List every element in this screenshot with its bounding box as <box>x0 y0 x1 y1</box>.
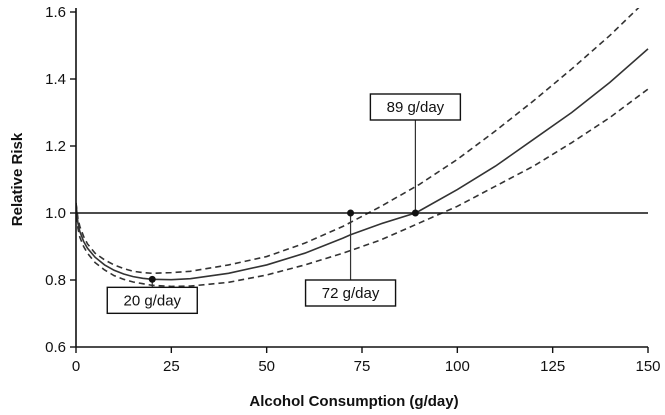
x-tick-label: 125 <box>540 358 565 375</box>
data-point-marker <box>347 209 355 217</box>
y-tick-label: 0.8 <box>45 272 66 289</box>
y-tick-label: 1.4 <box>45 71 66 88</box>
annotation-label: 20 g/day <box>123 292 181 309</box>
x-tick-label: 150 <box>635 358 660 375</box>
y-tick-label: 1.2 <box>45 138 66 155</box>
x-axis-title: Alcohol Consumption (g/day) <box>249 393 458 410</box>
y-axis-title: Relative Risk <box>9 132 26 226</box>
annotation-box <box>106 286 198 315</box>
y-tick-label: 1.0 <box>45 205 66 222</box>
confidence-band-line-1 <box>76 8 640 275</box>
x-tick-label: 50 <box>258 358 275 375</box>
x-tick-label: 25 <box>163 358 180 375</box>
confidence-band-line-2 <box>76 88 649 288</box>
annotation-label: 72 g/day <box>322 285 380 302</box>
annotation-box <box>369 93 462 121</box>
risk-curve-line <box>76 48 649 281</box>
x-tick-label: 0 <box>72 358 80 375</box>
x-tick-label: 100 <box>445 358 470 375</box>
annotation-box <box>304 279 397 307</box>
data-point-marker <box>148 275 156 283</box>
y-tick-label: 0.6 <box>45 339 66 356</box>
data-point-marker <box>411 209 419 217</box>
y-tick-label: 1.6 <box>45 4 66 21</box>
annotation-label: 89 g/day <box>387 99 445 116</box>
x-tick-label: 75 <box>354 358 371 375</box>
